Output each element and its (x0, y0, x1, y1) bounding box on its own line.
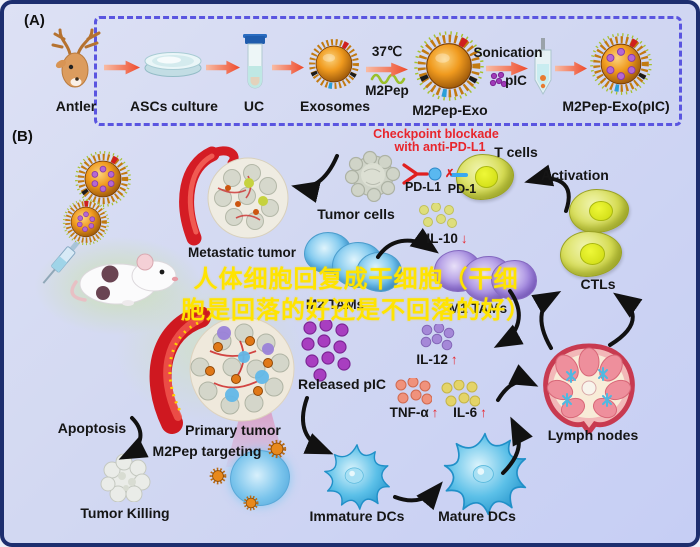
uc-tube-icon (243, 34, 267, 89)
il6-direction: ↑ (480, 405, 487, 420)
label-checkpoint-line1: Checkpoint blockade (373, 127, 499, 141)
label-temperature: 37℃ (371, 44, 403, 59)
il10-name: IL-10 (426, 231, 458, 246)
m2pep-squiggle-icon (370, 73, 406, 84)
label-sonication: Sonication (473, 45, 543, 60)
panel-a-tag: (A) (24, 12, 45, 29)
label-pic: pIC (505, 73, 527, 88)
il6-dots (441, 380, 480, 407)
label-m2pep-exo: M2Pep-Exo (412, 102, 488, 118)
label-tumor-cells: Tumor cells (317, 206, 395, 222)
label-pd-l1: PD-L1 (404, 180, 442, 194)
antler-deer-icon (51, 28, 101, 88)
label-uc: UC (243, 98, 265, 114)
exosome-icon (308, 38, 360, 90)
label-metastatic-tumor: Metastatic tumor (187, 245, 297, 260)
mini-exosome-icon (243, 495, 259, 511)
arrow-lymph-to-ctls-right (608, 292, 643, 347)
arrow-immature-to-mature-dc (393, 481, 443, 511)
panel-b-tag: (B) (12, 128, 33, 145)
mature-dc-illustration (443, 432, 527, 516)
ctl-cell-illustration (569, 189, 629, 233)
tnf-name: TNF-α (389, 405, 429, 420)
ctl-nucleus (588, 200, 613, 222)
exosome-particle-icon (75, 151, 131, 207)
ctl-cell-illustration (560, 231, 622, 277)
label-m2pep-targeting: M2Pep targeting (152, 443, 262, 459)
mini-exosome-icon (209, 467, 227, 485)
label-lymph-nodes: Lymph nodes (547, 427, 639, 443)
arrow-cytokines-to-lymph (496, 364, 539, 402)
arrow-to-metastatic-tumor (291, 154, 339, 203)
label-activation: Activation (541, 167, 609, 183)
label-ctls: CTLs (580, 276, 616, 292)
metastatic-tumor-illustration (179, 146, 289, 246)
label-antler: Antler (55, 98, 97, 114)
label-tnf: TNF-α ↑ (390, 405, 439, 420)
label-exosomes: Exosomes (299, 98, 371, 114)
il12-name: IL-12 (416, 352, 448, 367)
label-m1-tams: M1 TAMs (448, 301, 508, 316)
m1-tam-cell (491, 260, 537, 300)
il6-name: IL-6 (453, 405, 478, 420)
targeted-tumor-cell (230, 450, 290, 506)
il12-dots (420, 324, 455, 351)
mouse-icon (70, 253, 179, 306)
sonication-tube-icon (534, 38, 552, 96)
exosome-particle-icon (62, 198, 110, 246)
tumor-cell-illustration (344, 150, 401, 202)
il12-direction: ↑ (450, 352, 458, 367)
anti-pd-l1-antibody-icon (402, 163, 442, 185)
label-t-cells: T cells (494, 144, 538, 160)
t-cell-nucleus (474, 166, 499, 188)
pd1-receptor-icon (450, 173, 468, 177)
syringe-icon (42, 242, 80, 284)
mini-exosome-icon (267, 439, 287, 459)
m2pep-exo-pic-icon (590, 33, 652, 95)
label-immature-dcs: Immature DCs (309, 508, 405, 524)
label-m2pep-exo-pic: M2Pep-Exo(pIC) (562, 98, 670, 114)
released-pic-dots (301, 320, 351, 382)
petri-dish-icon (144, 52, 202, 77)
arrow-activation (524, 164, 571, 213)
primary-tumor-illustration (149, 307, 295, 434)
blocked-x-mark: ✗ (445, 168, 455, 180)
arrow-lymph-to-ctls-left (531, 291, 562, 350)
t-cell-illustration (456, 154, 514, 200)
tnf-dots (395, 378, 432, 405)
label-il6: IL-6 ↑ (453, 405, 487, 420)
panel-a-dashed-border (94, 16, 682, 126)
label-primary-tumor: Primary tumor (185, 422, 281, 438)
immature-dc-illustration (324, 444, 390, 510)
il10-direction: ↓ (460, 231, 468, 246)
label-pd-1: PD-1 (447, 182, 477, 196)
label-m2-tams: M2 TAMs (305, 297, 365, 312)
il10-dots (419, 203, 457, 228)
m2pep-exo-icon (414, 31, 484, 101)
label-released-pic: Released pIC (298, 376, 386, 392)
label-ascs-culture: ASCs culture (130, 98, 218, 114)
label-il12: IL-12 ↑ (416, 352, 457, 367)
label-il10: IL-10 ↓ (426, 231, 467, 246)
pic-dots-icon (489, 72, 507, 88)
m2-tam-cell (356, 252, 402, 292)
tnf-direction: ↑ (431, 405, 439, 420)
ctl-nucleus (580, 243, 605, 265)
apoptotic-cell-illustration (100, 453, 151, 502)
label-mature-dcs: Mature DCs (438, 508, 516, 524)
label-m2pep: M2Pep (365, 83, 409, 98)
lymph-node-illustration (543, 343, 635, 434)
label-apoptosis: Apoptosis (57, 420, 127, 436)
label-checkpoint-line2: with anti-PD-L1 (394, 140, 486, 154)
label-tumor-killing: Tumor Killing (80, 505, 170, 521)
